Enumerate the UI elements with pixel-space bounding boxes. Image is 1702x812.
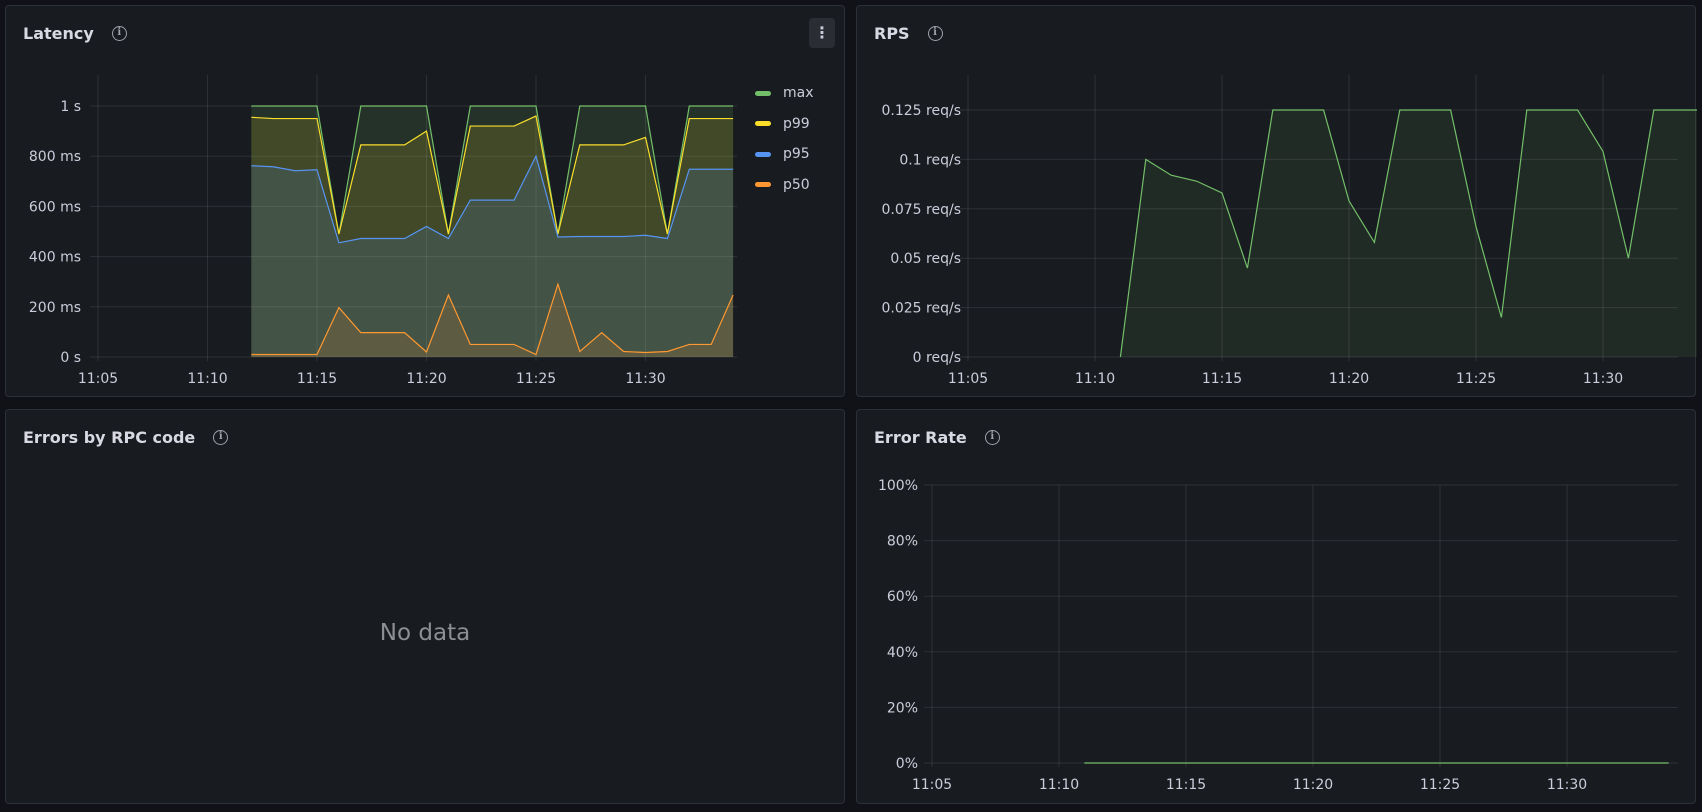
legend-label: max <box>783 85 814 102</box>
legend-swatch <box>755 90 771 96</box>
legend-label: p50 <box>783 176 810 193</box>
x-tick-label: 11:20 <box>406 371 446 387</box>
panel-title: RPS <box>874 23 910 43</box>
y-tick-label: 0.1 req/s <box>899 152 961 168</box>
x-tick-label: 11:25 <box>516 371 556 387</box>
x-tick-label: 11:30 <box>625 371 665 387</box>
y-tick-label: 800 ms <box>29 149 81 165</box>
x-tick-label: 11:20 <box>1329 371 1369 387</box>
kebab-menu-icon: ⋮ <box>814 23 830 42</box>
x-tick-label: 11:05 <box>912 777 952 793</box>
legend-item-p99[interactable]: p99 <box>755 109 814 140</box>
series-area-p99 <box>251 116 734 357</box>
error-rate-chart: 0% 20% 40% 60% 80% 100% 11:05 11:10 11:15 11:20 11… <box>878 478 1678 793</box>
info-icon[interactable]: i <box>111 25 127 41</box>
x-tick-label: 11:25 <box>1420 777 1460 793</box>
error-rate-panel: 0% 20% 40% 60% 80% 100% 11:05 11:10 11:15 11:20 11… <box>856 409 1696 804</box>
info-icon[interactable]: i <box>213 429 229 445</box>
legend-label: p95 <box>783 146 810 163</box>
info-icon[interactable]: i <box>927 25 943 41</box>
series-line-max <box>251 105 734 235</box>
y-tick-label: 80% <box>887 534 918 550</box>
y-tick-label: 600 ms <box>29 199 81 215</box>
latency-chart: 0 s 200 ms 400 ms 600 ms 800 ms 1 s 11:05 11:10… <box>29 75 737 387</box>
rps-chart: 0 req/s 0.025 req/s 0.05 req/s 0.075 req/s 0… <box>882 75 1697 387</box>
series-line-rps <box>1119 109 1697 358</box>
y-tick-label: 0.025 req/s <box>882 301 962 317</box>
legend-item-max[interactable]: max <box>755 78 814 109</box>
x-tick-label: 11:10 <box>1039 777 1079 793</box>
rps-panel: 0 req/s 0.025 req/s 0.05 req/s 0.075 req/s 0… <box>856 5 1697 397</box>
panel-header: Error Rate i <box>874 424 1000 450</box>
series-area-max <box>251 106 734 357</box>
x-tick-label: 11:25 <box>1456 371 1496 387</box>
x-tick-label: 11:30 <box>1547 777 1587 793</box>
y-tick-label: 0.125 req/s <box>882 103 962 119</box>
legend-swatch <box>755 182 771 188</box>
panel-header: Errors by RPC code i <box>23 424 229 450</box>
series-line-p99 <box>251 115 734 235</box>
series-line-p95 <box>251 154 734 244</box>
panel-title: Latency <box>23 23 94 43</box>
panel-title: Error Rate <box>874 427 967 447</box>
x-tick-label: 11:15 <box>1202 371 1242 387</box>
y-tick-label: 0% <box>896 756 918 772</box>
legend-item-p95[interactable]: p95 <box>755 139 814 170</box>
y-tick-label: 0.075 req/s <box>882 202 962 218</box>
y-tick-label: 0.05 req/s <box>890 251 961 267</box>
series-area-rps <box>1120 110 1697 357</box>
y-tick-label: 100% <box>878 478 918 494</box>
series-area-p50 <box>251 284 734 357</box>
legend-swatch <box>755 121 771 127</box>
y-tick-label: 200 ms <box>29 300 81 316</box>
x-tick-label: 11:30 <box>1583 371 1623 387</box>
x-tick-label: 11:20 <box>1293 777 1333 793</box>
panel-menu-button[interactable]: ⋮ <box>809 18 835 48</box>
legend-label: p99 <box>783 115 810 132</box>
series-line-p50 <box>251 282 734 356</box>
legend-swatch <box>755 151 771 157</box>
y-tick-label: 60% <box>887 589 918 605</box>
errors-panel: Errors by RPC code i No data <box>5 409 845 804</box>
chart-legend: max p99 p95 p50 <box>755 78 814 200</box>
panel-title: Errors by RPC code <box>23 427 196 447</box>
y-tick-label: 0 req/s <box>913 350 961 366</box>
y-tick-label: 400 ms <box>29 250 81 266</box>
panel-header: RPS i <box>874 20 943 46</box>
y-tick-label: 1 s <box>60 99 81 115</box>
no-data-message: No data <box>379 620 471 646</box>
info-icon[interactable]: i <box>984 429 1000 445</box>
latency-panel: 0 s 200 ms 400 ms 600 ms 800 ms 1 s 11:05 11:10… <box>5 5 845 397</box>
y-tick-label: 40% <box>887 645 918 661</box>
y-tick-label: 20% <box>887 700 918 716</box>
x-tick-label: 11:05 <box>948 371 988 387</box>
x-tick-label: 11:05 <box>78 371 118 387</box>
x-tick-label: 11:15 <box>1166 777 1206 793</box>
x-tick-label: 11:10 <box>1075 371 1115 387</box>
y-tick-label: 0 s <box>60 350 81 366</box>
series-area-p95 <box>251 156 734 357</box>
x-tick-label: 11:10 <box>187 371 227 387</box>
panel-header: Latency i <box>23 20 127 46</box>
legend-item-p50[interactable]: p50 <box>755 170 814 201</box>
x-tick-label: 11:15 <box>297 371 337 387</box>
